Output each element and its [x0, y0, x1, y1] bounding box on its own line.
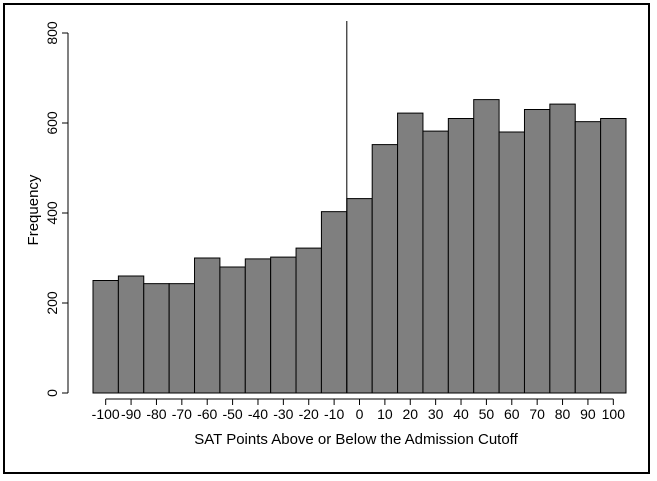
y-tick-label: 200 [44, 291, 60, 315]
histogram-bar [168, 283, 196, 394]
x-tick-label: -60 [197, 406, 217, 422]
histogram-bar [549, 103, 576, 394]
y-tick-label: 400 [44, 201, 60, 225]
x-tick-label: -40 [248, 406, 268, 422]
x-tick-label: 90 [580, 406, 596, 422]
x-tick-label: -100 [92, 406, 120, 422]
x-tick-label: -90 [121, 406, 141, 422]
histogram-bar [117, 275, 145, 394]
x-tick-label: 30 [428, 406, 444, 422]
x-tick-label: 0 [356, 406, 364, 422]
histogram-bar [397, 112, 424, 394]
x-tick-label: 40 [453, 406, 469, 422]
x-axis-title: SAT Points Above or Below the Admission … [194, 431, 518, 448]
x-tick-label: -20 [299, 406, 319, 422]
x-tick-label: 10 [377, 406, 393, 422]
histogram-bar [523, 109, 551, 394]
histogram-bar [346, 198, 373, 394]
y-tick-label: 600 [44, 111, 60, 135]
bars-group [92, 99, 627, 394]
histogram-bar [600, 118, 627, 394]
histogram-bar [371, 144, 399, 394]
x-tick-label: 100 [602, 406, 626, 422]
x-tick-label: -70 [172, 406, 192, 422]
y-tick-label: 0 [44, 389, 60, 397]
histogram-bar [92, 280, 119, 394]
histogram-bar [422, 130, 449, 394]
histogram-bar [143, 283, 170, 394]
x-tick-label: 70 [529, 406, 545, 422]
x-tick-label: -10 [324, 406, 344, 422]
histogram-bar [574, 121, 602, 394]
histogram-bar [219, 266, 246, 394]
x-tick-label: -50 [222, 406, 242, 422]
y-ticks-group: 0 200 400 600 800 [44, 21, 68, 397]
y-tick-label: 800 [44, 21, 60, 45]
histogram-bar [270, 256, 297, 394]
histogram-bar [498, 131, 525, 394]
histogram-bar [194, 257, 221, 394]
x-tick-label: -80 [146, 406, 166, 422]
x-tick-label: 60 [504, 406, 520, 422]
histogram-bar [244, 258, 272, 394]
histogram-bar [447, 118, 475, 394]
x-tick-label: -30 [273, 406, 293, 422]
histogram-bar [320, 211, 348, 394]
x-tick-label: 80 [555, 406, 571, 422]
x-tick-label: 20 [402, 406, 418, 422]
x-ticks-group: -100 -90 -80 -70 -60 -50 -40 -30 -20 -10 0 10 20 30 40… [92, 399, 626, 422]
histogram-bar [295, 247, 322, 394]
x-tick-label: 50 [479, 406, 495, 422]
y-axis-title: Frequency [25, 174, 42, 245]
histogram-bar [473, 99, 500, 394]
